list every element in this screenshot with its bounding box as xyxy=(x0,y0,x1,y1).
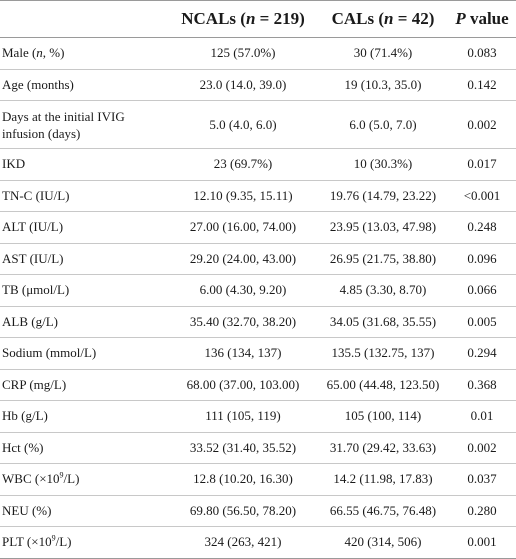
header-p-value: P value xyxy=(448,0,516,38)
p-value-cell: 0.280 xyxy=(448,495,516,527)
p-value-cell: 0.017 xyxy=(448,148,516,181)
p-value-cell: 0.002 xyxy=(448,432,516,464)
p-value-cell: 0.368 xyxy=(448,369,516,401)
ncal-cell: 111 (105, 119) xyxy=(168,400,318,433)
table-row: PLT (×109/L) 324 (263, 421) 420 (314, 50… xyxy=(0,526,516,559)
ncal-cell: 27.00 (16.00, 74.00) xyxy=(168,211,318,244)
cal-cell: 19 (10.3, 35.0) xyxy=(318,69,448,101)
row-label: Sodium (mmol/L) xyxy=(0,337,168,370)
header-cals: CALs (n = 42) xyxy=(318,0,448,38)
cal-cell: 19.76 (14.79, 23.22) xyxy=(318,180,448,212)
table-row: TN-C (IU/L) 12.10 (9.35, 15.11) 19.76 (1… xyxy=(0,180,516,212)
p-value-cell: 0.01 xyxy=(448,400,516,433)
table-row: WBC (×109/L) 12.8 (10.20, 16.30) 14.2 (1… xyxy=(0,463,516,496)
cal-cell: 26.95 (21.75, 38.80) xyxy=(318,243,448,275)
table-row: ALT (IU/L) 27.00 (16.00, 74.00) 23.95 (1… xyxy=(0,211,516,244)
ncal-cell: 69.80 (56.50, 78.20) xyxy=(168,495,318,527)
table-header-row: NCALs (n = 219) CALs (n = 42) P value xyxy=(0,0,516,38)
p-value-cell: 0.096 xyxy=(448,243,516,275)
p-value-cell: 0.001 xyxy=(448,526,516,559)
table-row: NEU (%) 69.80 (56.50, 78.20) 66.55 (46.7… xyxy=(0,495,516,527)
row-label: Hb (g/L) xyxy=(0,400,168,433)
table-row: AST (IU/L) 29.20 (24.00, 43.00) 26.95 (2… xyxy=(0,243,516,275)
p-value-cell: 0.294 xyxy=(448,337,516,370)
cal-cell: 30 (71.4%) xyxy=(318,37,448,70)
table-row: TB (μmol/L) 6.00 (4.30, 9.20) 4.85 (3.30… xyxy=(0,274,516,307)
row-label: IKD xyxy=(0,148,168,181)
p-value-cell: 0.005 xyxy=(448,306,516,338)
row-label: TN-C (IU/L) xyxy=(0,180,168,212)
cal-cell: 66.55 (46.75, 76.48) xyxy=(318,495,448,527)
ncal-cell: 35.40 (32.70, 38.20) xyxy=(168,306,318,338)
table-row: Male (n, %) 125 (57.0%) 30 (71.4%) 0.083 xyxy=(0,37,516,70)
ncal-cell: 125 (57.0%) xyxy=(168,37,318,70)
p-value-cell: <0.001 xyxy=(448,180,516,212)
cal-cell: 31.70 (29.42, 33.63) xyxy=(318,432,448,464)
ncal-cell: 136 (134, 137) xyxy=(168,337,318,370)
table-row: ALB (g/L) 35.40 (32.70, 38.20) 34.05 (31… xyxy=(0,306,516,338)
cal-cell: 420 (314, 506) xyxy=(318,526,448,559)
header-variable xyxy=(0,0,168,38)
p-value-cell: 0.142 xyxy=(448,69,516,101)
ncal-cell: 6.00 (4.30, 9.20) xyxy=(168,274,318,307)
table-row: CRP (mg/L) 68.00 (37.00, 103.00) 65.00 (… xyxy=(0,369,516,401)
ncal-cell: 29.20 (24.00, 43.00) xyxy=(168,243,318,275)
ncal-cell: 12.8 (10.20, 16.30) xyxy=(168,463,318,496)
row-label: CRP (mg/L) xyxy=(0,369,168,401)
p-value-cell: 0.083 xyxy=(448,37,516,70)
cal-cell: 10 (30.3%) xyxy=(318,148,448,181)
cal-cell: 4.85 (3.30, 8.70) xyxy=(318,274,448,307)
cal-cell: 135.5 (132.75, 137) xyxy=(318,337,448,370)
row-label: PLT (×109/L) xyxy=(0,526,168,559)
header-ncals: NCALs (n = 219) xyxy=(168,0,318,38)
cal-cell: 105 (100, 114) xyxy=(318,400,448,433)
ncal-cell: 12.10 (9.35, 15.11) xyxy=(168,180,318,212)
cal-cell: 14.2 (11.98, 17.83) xyxy=(318,463,448,496)
row-label: Days at the initial IVIG infusion (days) xyxy=(0,100,168,149)
table-row: Days at the initial IVIG infusion (days)… xyxy=(0,100,516,149)
row-label: ALB (g/L) xyxy=(0,306,168,338)
table-row: Age (months) 23.0 (14.0, 39.0) 19 (10.3,… xyxy=(0,69,516,101)
cal-cell: 65.00 (44.48, 123.50) xyxy=(318,369,448,401)
table-row: Hb (g/L) 111 (105, 119) 105 (100, 114) 0… xyxy=(0,400,516,433)
row-label: Male (n, %) xyxy=(0,37,168,70)
p-value-cell: 0.248 xyxy=(448,211,516,244)
table-row: Hct (%) 33.52 (31.40, 35.52) 31.70 (29.4… xyxy=(0,432,516,464)
cal-cell: 6.0 (5.0, 7.0) xyxy=(318,100,448,149)
row-label: TB (μmol/L) xyxy=(0,274,168,307)
p-value-cell: 0.037 xyxy=(448,463,516,496)
ncal-cell: 33.52 (31.40, 35.52) xyxy=(168,432,318,464)
table-row: IKD 23 (69.7%) 10 (30.3%) 0.017 xyxy=(0,148,516,181)
row-label: AST (IU/L) xyxy=(0,243,168,275)
row-label: ALT (IU/L) xyxy=(0,211,168,244)
cal-cell: 34.05 (31.68, 35.55) xyxy=(318,306,448,338)
ncal-cell: 5.0 (4.0, 6.0) xyxy=(168,100,318,149)
ncal-cell: 324 (263, 421) xyxy=(168,526,318,559)
row-label: NEU (%) xyxy=(0,495,168,527)
row-label: Age (months) xyxy=(0,69,168,101)
p-value-cell: 0.002 xyxy=(448,100,516,149)
row-label: Hct (%) xyxy=(0,432,168,464)
cal-cell: 23.95 (13.03, 47.98) xyxy=(318,211,448,244)
ncal-cell: 23 (69.7%) xyxy=(168,148,318,181)
ncal-cell: 68.00 (37.00, 103.00) xyxy=(168,369,318,401)
ncal-cell: 23.0 (14.0, 39.0) xyxy=(168,69,318,101)
p-value-cell: 0.066 xyxy=(448,274,516,307)
row-label: WBC (×109/L) xyxy=(0,463,168,496)
table-row: Sodium (mmol/L) 136 (134, 137) 135.5 (13… xyxy=(0,337,516,370)
